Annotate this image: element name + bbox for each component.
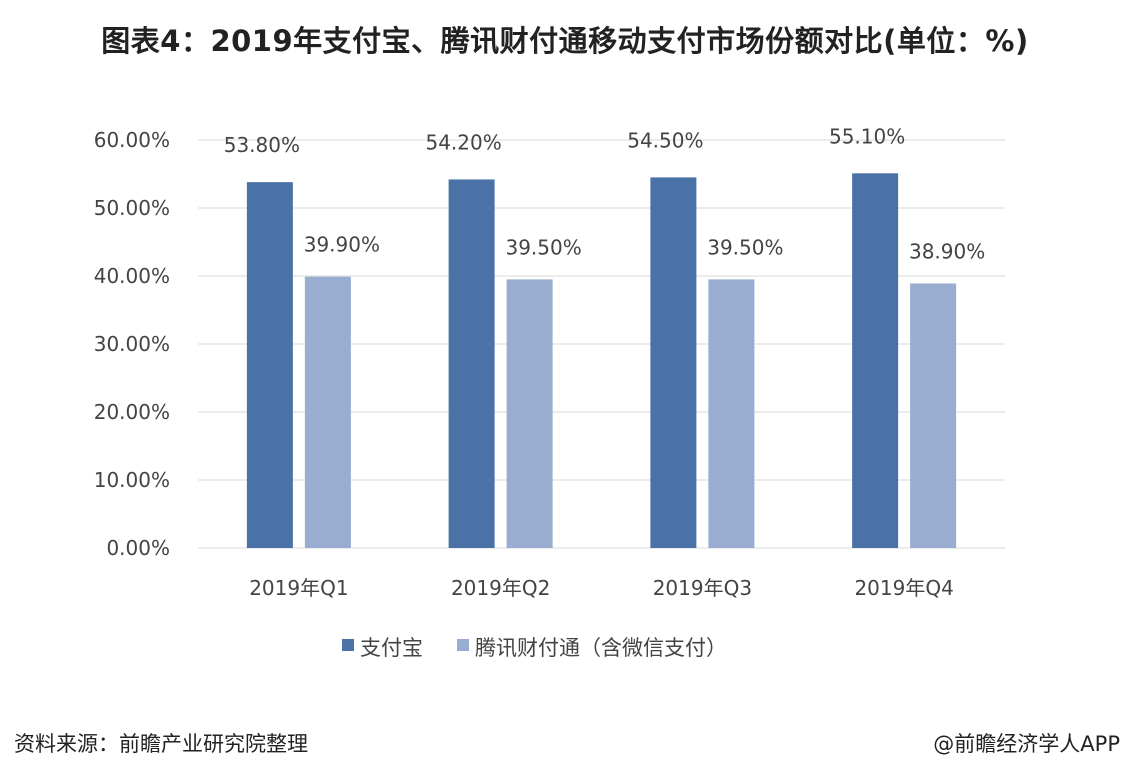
x-tick-label: 2019年Q2: [451, 576, 550, 600]
chart-area: 0.00% 10.00% 20.00% 30.00% 40.00% 50.00% 60.00…: [0, 90, 1130, 690]
y-tick-label: 30.00%: [94, 332, 170, 356]
x-tick-label: 2019年Q1: [249, 576, 348, 600]
bar-tenpay: [506, 279, 553, 548]
legend-swatch: [342, 639, 354, 651]
data-label: 39.50%: [505, 235, 581, 259]
y-tick-label: 60.00%: [94, 128, 170, 152]
x-tick-label: 2019年Q4: [854, 576, 953, 600]
x-tick-label: 2019年Q3: [653, 576, 752, 600]
y-tick-label: 20.00%: [94, 400, 170, 424]
bar-alipay: [448, 179, 495, 548]
legend-label: 腾讯财付通（含微信支付）: [475, 636, 727, 660]
data-label: 39.50%: [707, 235, 783, 259]
y-tick-label: 10.00%: [94, 468, 170, 492]
y-tick-label: 40.00%: [94, 264, 170, 288]
data-label: 54.50%: [627, 128, 703, 152]
data-label: 38.90%: [909, 239, 985, 263]
credit-note: @前瞻经济学人APP: [933, 732, 1120, 756]
y-tick-label: 50.00%: [94, 196, 170, 220]
data-label: 53.80%: [224, 133, 300, 157]
source-note: 资料来源：前瞻产业研究院整理: [14, 732, 308, 756]
data-label: 55.10%: [829, 124, 905, 148]
bar-chart: 0.00% 10.00% 20.00% 30.00% 40.00% 50.00% 60.00…: [94, 124, 1005, 660]
y-tick-label: 0.00%: [106, 536, 170, 560]
bar-alipay: [246, 182, 293, 548]
bar-tenpay: [910, 283, 957, 548]
data-label: 54.20%: [425, 130, 501, 154]
chart-title: 图表4：2019年支付宝、腾讯财付通移动支付市场份额对比(单位：%): [101, 24, 1029, 58]
bar-alipay: [650, 177, 697, 548]
bar-alipay: [852, 173, 899, 548]
bar-tenpay: [304, 276, 351, 548]
legend-swatch: [457, 639, 469, 651]
bar-tenpay: [708, 279, 755, 548]
legend-label: 支付宝: [360, 636, 423, 660]
data-label: 39.90%: [304, 233, 380, 257]
